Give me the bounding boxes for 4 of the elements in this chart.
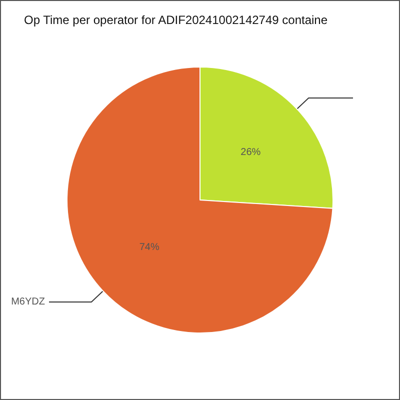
- slice-label: M6YDZ: [11, 296, 45, 308]
- data-label: 26%: [240, 146, 261, 158]
- data-label: 74%: [139, 242, 160, 254]
- chart-title: Op Time per operator for ADIF20241002142749 containe: [24, 13, 328, 27]
